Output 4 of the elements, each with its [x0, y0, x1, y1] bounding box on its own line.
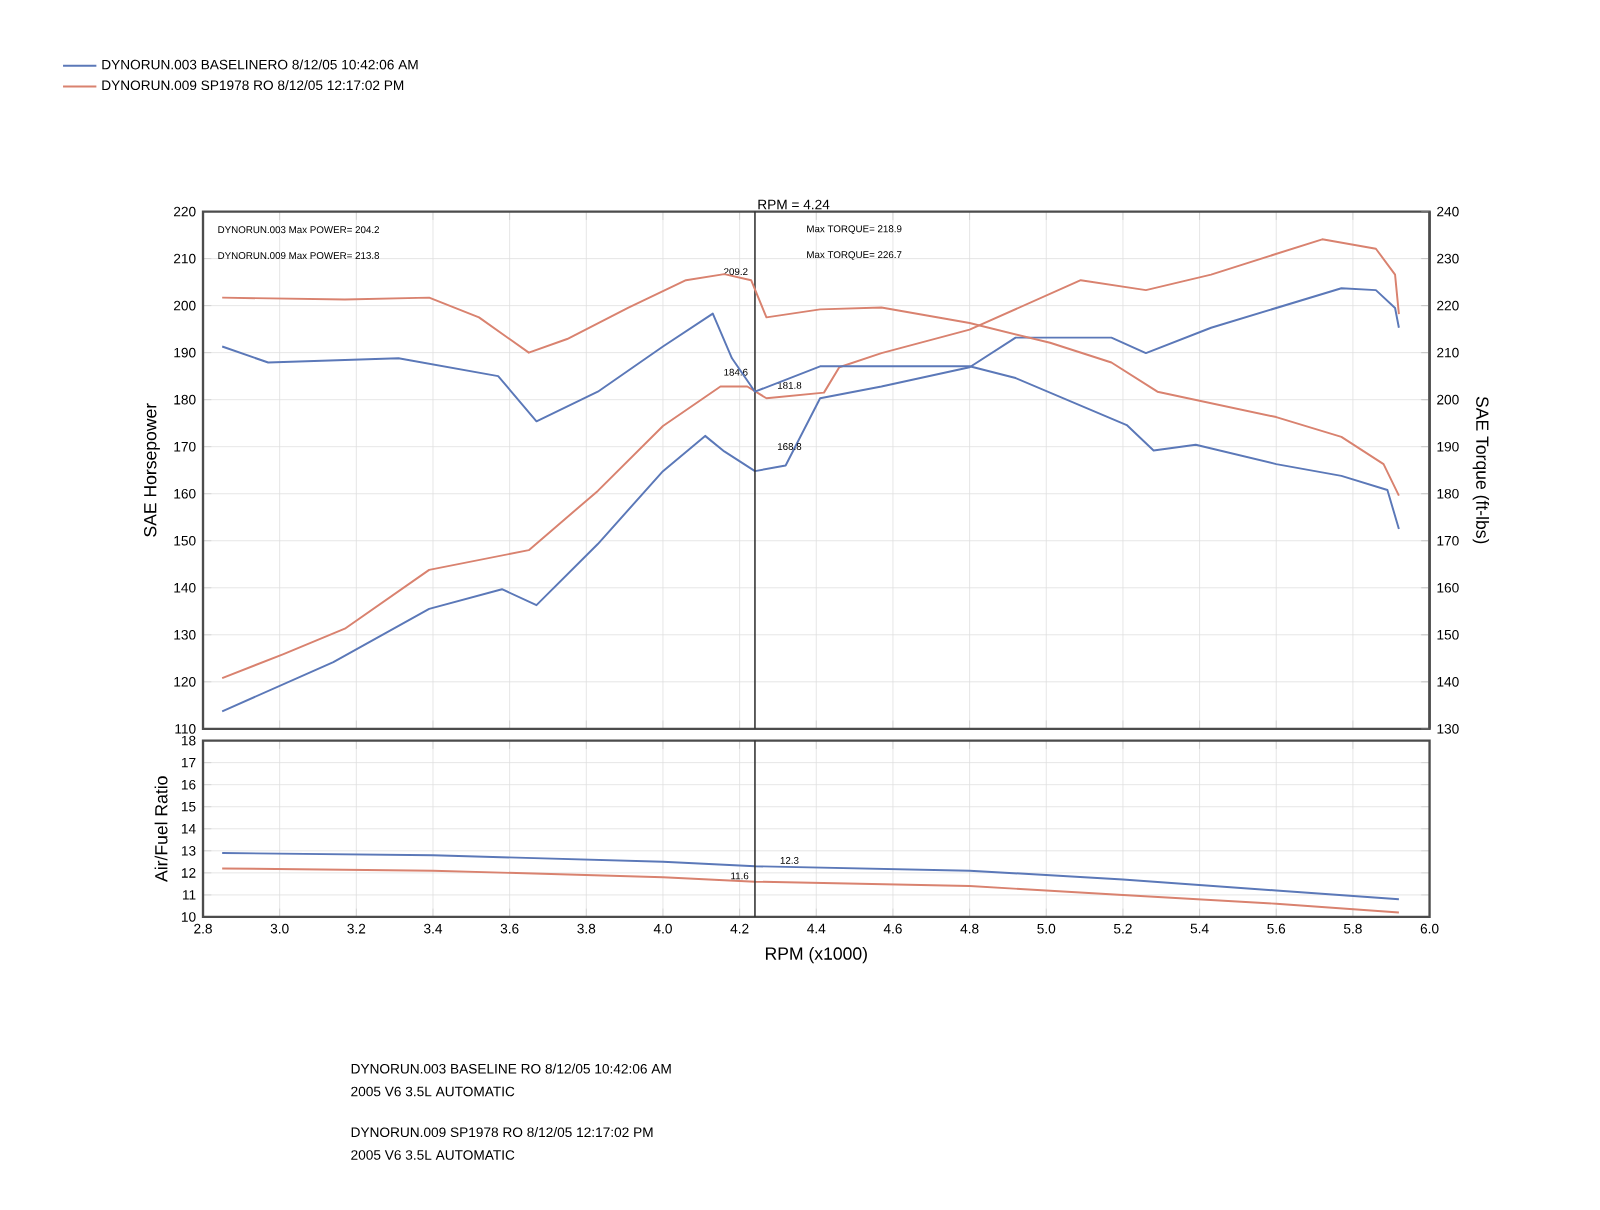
y-axis-title: SAE Horsepower: [143, 402, 160, 537]
y2-axis-title: SAE Torque (ft-lbs): [1472, 396, 1490, 543]
x-axis-title: RPM (x1000): [765, 946, 867, 963]
y-axis-title: Air/Fuel Ratio: [154, 775, 168, 882]
